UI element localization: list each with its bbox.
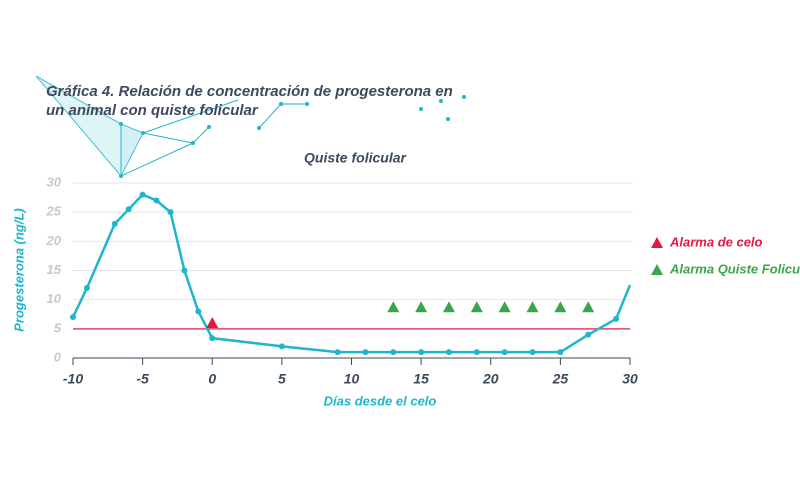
x-tick-label: 10 xyxy=(344,371,360,387)
data-point xyxy=(111,220,118,227)
alarm-marker xyxy=(470,301,483,313)
x-tick-label: 20 xyxy=(482,371,499,387)
alarm-marker xyxy=(442,301,455,313)
y-tick-label: 25 xyxy=(46,204,62,219)
data-point xyxy=(181,267,188,274)
data-point xyxy=(390,349,397,356)
data-point xyxy=(83,285,90,291)
legend-symbol xyxy=(651,264,663,275)
data-point xyxy=(70,314,76,321)
data-point xyxy=(139,191,146,198)
y-tick-label: 5 xyxy=(54,320,62,335)
y-tick-label: 10 xyxy=(47,291,62,306)
x-tick-label: 25 xyxy=(552,371,569,387)
legend-label: Alarma de celo xyxy=(669,234,763,249)
x-tick-label: 0 xyxy=(208,371,216,387)
y-axis-label: Progesterona (ng/L) xyxy=(11,208,26,332)
legend-label: Alarma Quiste Folicular xyxy=(669,261,800,276)
y-tick-label: 0 xyxy=(54,349,62,364)
y-tick-label: 20 xyxy=(46,233,62,248)
data-point xyxy=(125,206,132,213)
alarm-marker xyxy=(554,301,567,313)
data-point xyxy=(445,349,452,356)
data-point xyxy=(209,335,216,342)
alarm-marker xyxy=(387,301,400,313)
x-tick-label: 15 xyxy=(413,371,429,387)
data-point xyxy=(334,349,341,356)
heading-line: Gráfica 4. Relación de concentración de … xyxy=(46,83,453,100)
alarm-marker xyxy=(498,301,511,313)
data-point xyxy=(501,349,508,356)
alarm-marker xyxy=(415,301,428,313)
x-tick-label: 30 xyxy=(622,371,638,387)
data-point xyxy=(278,343,285,350)
alarm-marker xyxy=(206,317,219,328)
x-axis-label: Días desde el celo xyxy=(324,393,437,408)
alarm-marker xyxy=(526,301,539,313)
y-tick-label: 15 xyxy=(47,262,62,277)
chart-title: Quiste folicular xyxy=(304,150,407,166)
data-point xyxy=(362,349,369,356)
y-tick-label: 30 xyxy=(47,174,62,189)
x-tick-label: -10 xyxy=(63,371,83,387)
data-point xyxy=(418,349,425,356)
data-point xyxy=(473,349,480,356)
data-point xyxy=(195,308,202,315)
data-point xyxy=(167,209,174,216)
legend-symbol xyxy=(651,237,663,248)
data-point xyxy=(153,197,160,204)
heading-line: un animal con quiste folicular xyxy=(46,102,259,119)
x-tick-label: 5 xyxy=(278,371,286,387)
data-point xyxy=(557,349,564,356)
x-tick-label: -5 xyxy=(136,371,149,387)
data-point xyxy=(585,331,592,338)
decoration xyxy=(35,75,466,178)
data-point xyxy=(613,315,620,322)
data-point xyxy=(529,349,536,356)
alarm-marker xyxy=(582,301,595,313)
